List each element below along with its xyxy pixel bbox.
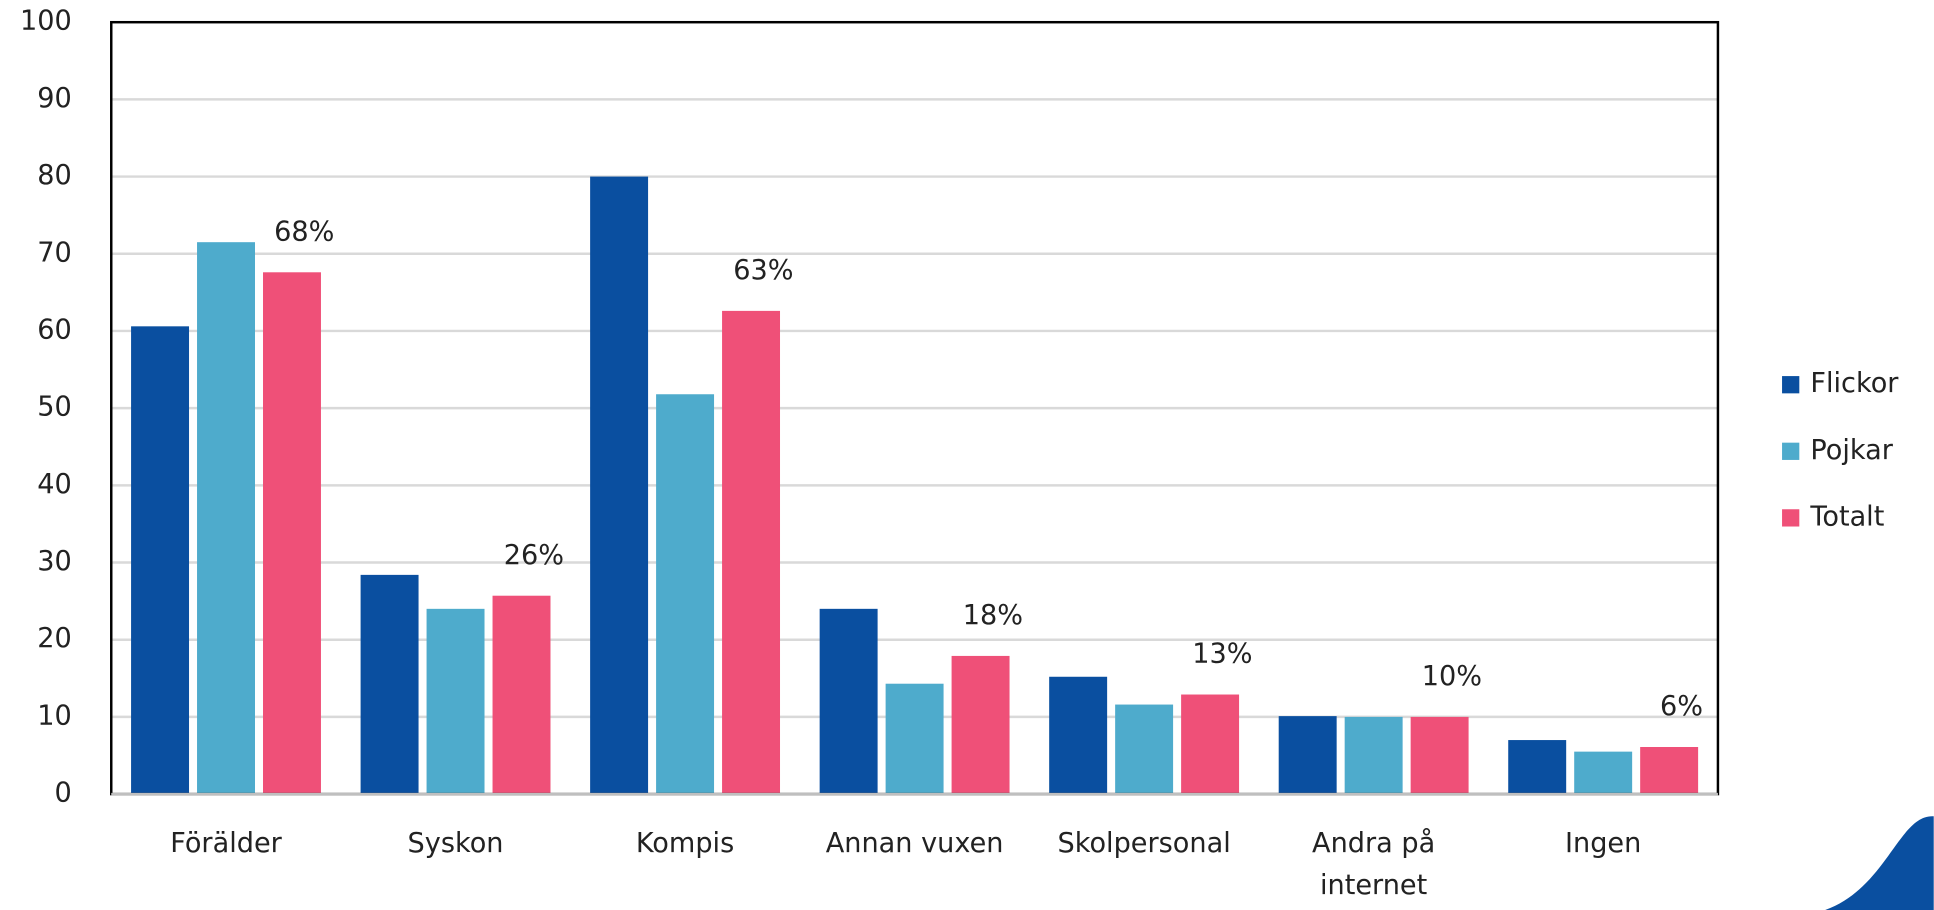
- y-tick-label: 30: [37, 546, 72, 577]
- bar: [1279, 716, 1337, 794]
- y-tick-label: 20: [37, 623, 72, 654]
- value-label: 63%: [733, 255, 793, 286]
- bar: [1115, 705, 1173, 795]
- x-tick-label: Förälder: [115, 824, 337, 866]
- page: {"chart_data": {"type": "bar", "categori…: [0, 0, 1934, 910]
- y-tick-label: 60: [37, 314, 72, 345]
- bar: [590, 177, 648, 795]
- value-label: 10%: [1422, 661, 1482, 692]
- bar: [1345, 717, 1403, 794]
- value-label: 26%: [504, 540, 564, 571]
- value-label: 18%: [963, 600, 1023, 631]
- x-tick-label-box: Ingen: [1492, 824, 1714, 910]
- bar: [952, 656, 1010, 794]
- x-tick-label-box: Kompis: [574, 824, 796, 910]
- bar: [1411, 717, 1469, 794]
- chart: 0 10 20 30 40 50 60 70 80 90 100 Förälder 68% Syskon 2…: [0, 0, 1934, 910]
- y-tick-label: 100: [20, 6, 72, 37]
- value-label: 68%: [274, 216, 334, 247]
- value-label: 6%: [1660, 691, 1703, 722]
- x-tick-label: Annan vuxen: [804, 824, 1026, 866]
- value-label: 13%: [1192, 639, 1252, 670]
- y-tick-label: 70: [37, 237, 72, 268]
- bar: [820, 609, 878, 794]
- x-tick-label-box: Annan vuxen: [804, 824, 1026, 910]
- y-tick-label: 50: [37, 392, 72, 423]
- y-tick-label: 0: [55, 778, 72, 809]
- bar: [1574, 752, 1632, 794]
- legend-swatch: [1782, 443, 1799, 460]
- bar: [493, 596, 551, 794]
- x-tick-label-box: Andra på internet: [1263, 824, 1485, 910]
- bar: [197, 242, 255, 794]
- legend-label: Totalt: [1809, 501, 1884, 532]
- bar: [427, 609, 485, 794]
- legend-swatch: [1782, 376, 1799, 393]
- x-tick-label-box: Skolpersonal: [1033, 824, 1255, 910]
- bar: [886, 684, 944, 794]
- bar: [1049, 677, 1107, 794]
- bar: [722, 311, 780, 794]
- bar: [361, 575, 419, 794]
- decoration: [1825, 816, 1934, 910]
- bar: [656, 394, 714, 794]
- bar: [1640, 747, 1698, 794]
- y-tick-label: 80: [37, 160, 72, 191]
- x-tick-label: Syskon: [345, 824, 567, 866]
- legend-swatch: [1782, 509, 1799, 526]
- x-tick-label: Skolpersonal: [1033, 824, 1255, 866]
- x-tick-label: Kompis: [574, 824, 796, 866]
- bar: [131, 326, 189, 794]
- bar: [1181, 695, 1239, 795]
- x-tick-label: Ingen: [1492, 824, 1714, 866]
- x-tick-label: Andra på internet: [1263, 824, 1485, 908]
- y-tick-label: 10: [37, 700, 72, 731]
- bar: [263, 272, 321, 794]
- bar: [1508, 740, 1566, 794]
- x-tick-label-box: Syskon: [345, 824, 567, 910]
- legend-label: Pojkar: [1810, 435, 1893, 466]
- x-tick-label-box: Förälder: [115, 824, 337, 910]
- y-tick-label: 90: [37, 83, 72, 114]
- legend-label: Flickor: [1810, 368, 1899, 399]
- y-tick-label: 40: [37, 469, 72, 500]
